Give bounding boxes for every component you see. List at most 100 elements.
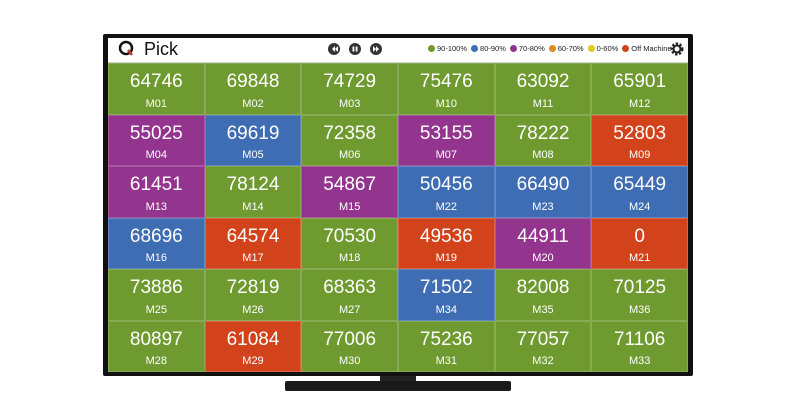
machine-tile: 65901 M12 bbox=[591, 63, 688, 115]
tile-machine: M15 bbox=[338, 200, 361, 213]
tile-machine: M10 bbox=[435, 97, 458, 110]
machine-tile: 66490 M23 bbox=[494, 166, 592, 218]
forward-button[interactable] bbox=[370, 43, 382, 55]
machine-tile: 80897 M28 bbox=[108, 320, 205, 372]
tile-machine: M14 bbox=[242, 200, 264, 213]
tile-value: 78222 bbox=[516, 122, 570, 144]
machine-tile: 75236 M31 bbox=[398, 320, 495, 372]
settings-button[interactable] bbox=[669, 41, 685, 57]
tile-value: 77006 bbox=[323, 328, 377, 350]
tile-value: 64574 bbox=[226, 225, 280, 247]
legend-item: Off Machine bbox=[622, 44, 672, 53]
legend-swatch bbox=[548, 45, 556, 52]
tile-machine: M12 bbox=[628, 97, 651, 110]
tile-value: 61451 bbox=[129, 174, 183, 195]
tile-value: 61084 bbox=[226, 328, 280, 350]
tile-value: 50456 bbox=[419, 174, 473, 195]
legend-label: 0-60% bbox=[596, 44, 619, 53]
machine-tile: 78124 M14 bbox=[204, 166, 302, 218]
machine-tile: 69619 M05 bbox=[204, 114, 302, 166]
tile-value: 70125 bbox=[613, 277, 667, 298]
machine-tile: 53155 M07 bbox=[398, 114, 495, 166]
tile-value: 49536 bbox=[419, 225, 473, 247]
tile-machine: M04 bbox=[145, 149, 168, 161]
machine-tile: 64746 M01 bbox=[108, 63, 205, 115]
machine-tile: 70125 M36 bbox=[591, 269, 688, 321]
tile-machine: M07 bbox=[435, 149, 458, 161]
legend-item: 60-70% bbox=[548, 44, 584, 53]
pause-button[interactable] bbox=[349, 43, 361, 55]
tile-value: 68363 bbox=[323, 277, 377, 298]
tile-value: 65901 bbox=[613, 71, 667, 92]
machine-tile: 78222 M08 bbox=[494, 114, 592, 166]
legend-label: Off Machine bbox=[631, 44, 672, 53]
tile-value: 71502 bbox=[419, 277, 473, 298]
tile-machine: M24 bbox=[628, 200, 651, 213]
tile-machine: M25 bbox=[145, 303, 168, 316]
tile-machine: M02 bbox=[242, 97, 264, 110]
tile-machine: M19 bbox=[435, 252, 458, 264]
machine-tile: 61084 M29 bbox=[204, 320, 302, 372]
tile-machine: M29 bbox=[242, 355, 264, 367]
machine-tile: 69848 M02 bbox=[204, 63, 302, 115]
tile-machine: M20 bbox=[532, 252, 554, 264]
tile-machine: M27 bbox=[338, 303, 361, 316]
machine-tile: 0 M21 bbox=[591, 217, 688, 269]
screen: Pick 90-100% 80-90% 70-80% 60-70% 0-60% Off M… bbox=[108, 38, 688, 372]
tile-machine: M11 bbox=[532, 97, 554, 110]
tile-machine: M26 bbox=[242, 303, 264, 316]
tile-machine: M33 bbox=[628, 355, 651, 367]
machine-tile: 64574 M17 bbox=[204, 217, 302, 269]
tile-machine: M36 bbox=[628, 303, 651, 316]
tile-value: 77057 bbox=[516, 328, 570, 350]
legend-label: 80-90% bbox=[480, 44, 506, 53]
machine-tile: 82008 M35 bbox=[494, 269, 592, 321]
legend-swatch bbox=[622, 45, 630, 52]
tile-value: 66490 bbox=[516, 174, 570, 195]
machine-tile: 71502 M34 bbox=[398, 269, 495, 321]
tile-value: 52803 bbox=[613, 122, 667, 144]
machine-tile: 75476 M10 bbox=[398, 63, 495, 115]
machine-tile: 61451 M13 bbox=[108, 166, 205, 218]
legend-item: 90-100% bbox=[428, 44, 467, 53]
tile-value: 80897 bbox=[129, 328, 183, 350]
tile-value: 74729 bbox=[323, 71, 377, 92]
machine-tile: 71106 M33 bbox=[591, 320, 688, 372]
machine-tile: 77057 M32 bbox=[494, 320, 592, 372]
machine-tile: 63092 M11 bbox=[494, 63, 592, 115]
machine-tile: 65449 M24 bbox=[591, 166, 688, 218]
tile-machine: M09 bbox=[628, 149, 651, 161]
legend-swatch bbox=[587, 45, 595, 52]
machine-tile: 72819 M26 bbox=[204, 269, 302, 321]
logo bbox=[118, 40, 134, 56]
tile-machine: M21 bbox=[628, 252, 651, 264]
tile-machine: M28 bbox=[145, 355, 168, 367]
tile-value: 73886 bbox=[129, 277, 183, 298]
machine-tile: 68363 M27 bbox=[301, 269, 398, 321]
machine-tile: 77006 M30 bbox=[301, 320, 398, 372]
tile-value: 0 bbox=[634, 225, 645, 247]
media-controls bbox=[328, 43, 382, 55]
rewind-button[interactable] bbox=[328, 43, 340, 55]
tile-value: 75476 bbox=[419, 71, 473, 92]
tile-machine: M13 bbox=[145, 200, 168, 213]
tile-machine: M16 bbox=[145, 252, 168, 264]
tile-value: 64746 bbox=[129, 71, 183, 92]
tile-machine: M06 bbox=[338, 149, 361, 161]
tile-machine: M05 bbox=[242, 149, 264, 161]
machine-tile: 44911 M20 bbox=[494, 217, 592, 269]
legend-swatch bbox=[428, 45, 435, 52]
machine-tile: 68696 M16 bbox=[108, 217, 205, 269]
tile-value: 82008 bbox=[516, 277, 570, 298]
tile-machine: M31 bbox=[435, 355, 458, 367]
tile-value: 69619 bbox=[226, 122, 280, 144]
machine-tile: 73886 M25 bbox=[108, 269, 205, 321]
tile-value: 72819 bbox=[226, 277, 280, 298]
machine-tile: 70530 M18 bbox=[301, 217, 398, 269]
legend-item: 0-60% bbox=[587, 44, 619, 53]
machine-tile: 49536 M19 bbox=[398, 217, 495, 269]
tile-value: 75236 bbox=[419, 328, 473, 350]
tile-machine: M34 bbox=[435, 303, 458, 316]
tile-machine: M03 bbox=[338, 97, 361, 110]
legend: 90-100% 80-90% 70-80% 60-70% 0-60% Off Machin… bbox=[428, 44, 676, 53]
